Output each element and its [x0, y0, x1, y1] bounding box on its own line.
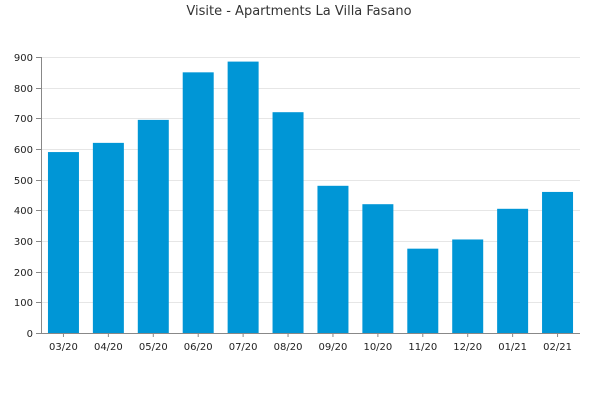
- bar-11-20: [407, 248, 439, 333]
- x-tick-label: 11/20: [408, 342, 437, 353]
- bar-09-20: [317, 185, 349, 333]
- x-tick-label: 12/20: [453, 342, 482, 353]
- y-tick-label: 300: [14, 237, 33, 248]
- bar-04-20: [92, 142, 124, 333]
- x-tick-label: 09/20: [319, 342, 348, 353]
- y-tick-label: 700: [14, 114, 33, 125]
- y-tick-label: 200: [14, 268, 33, 279]
- x-tick-label: 04/20: [94, 342, 123, 353]
- y-tick-label: 100: [14, 298, 33, 309]
- axes: [41, 57, 580, 334]
- gridlines: [41, 57, 580, 303]
- y-tick-label: 600: [14, 145, 33, 156]
- x-tick-label: 02/21: [543, 342, 572, 353]
- y-tick-label: 500: [14, 176, 33, 187]
- bar-08-20: [272, 112, 304, 333]
- y-tick-labels: 0 100 200 300 400 500 600 700 800 900: [14, 53, 41, 340]
- x-tick-label: 03/20: [49, 342, 78, 353]
- bar-02-21: [542, 191, 574, 333]
- bar-01-21: [497, 208, 529, 333]
- x-tick-label: 06/20: [184, 342, 213, 353]
- y-tick-label: 900: [14, 53, 33, 64]
- x-tick-label: 01/21: [498, 342, 527, 353]
- bar-07-20: [227, 61, 259, 333]
- y-tick-label: 400: [14, 206, 33, 217]
- x-tick-label: 10/20: [363, 342, 392, 353]
- bar-03-20: [47, 152, 79, 333]
- y-tick-label: 0: [27, 329, 33, 340]
- x-tick-label: 05/20: [139, 342, 168, 353]
- bar-10-20: [362, 204, 394, 333]
- x-tick-label: 08/20: [274, 342, 303, 353]
- bar-12-20: [452, 239, 484, 333]
- x-tick-labels: 03/20 04/20 05/20 06/20 07/20 08/20 09/20 10/20…: [49, 333, 572, 353]
- chart-title: Visite - Apartments La Villa Fasano: [186, 4, 411, 19]
- bar-06-20: [182, 72, 214, 333]
- bars: [47, 61, 574, 333]
- y-tick-label: 800: [14, 84, 33, 95]
- x-tick-label: 07/20: [229, 342, 258, 353]
- bar-05-20: [137, 119, 169, 333]
